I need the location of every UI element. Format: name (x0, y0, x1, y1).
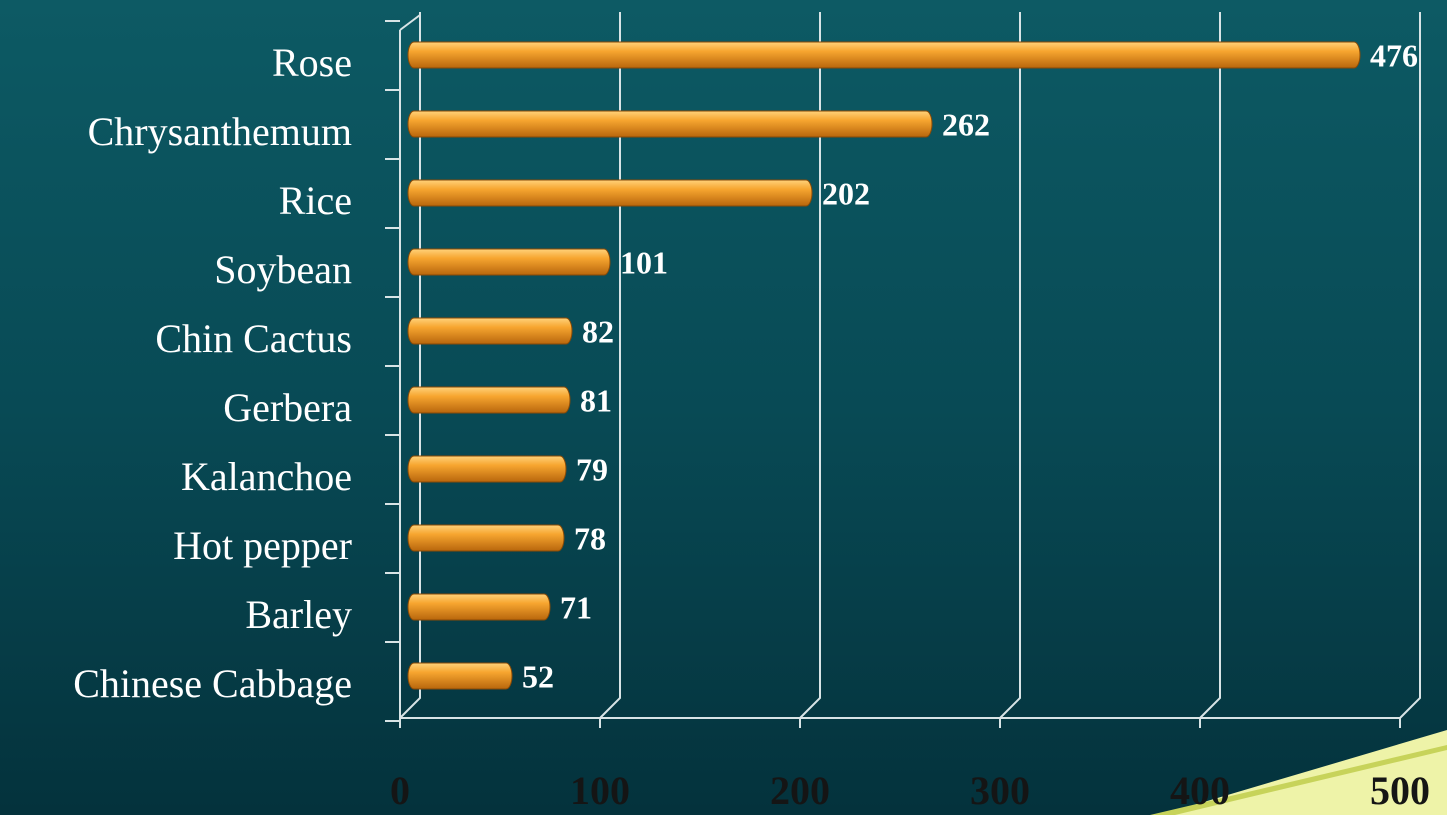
value-label: 71 (560, 589, 592, 625)
grid-line (399, 12, 421, 719)
bar (407, 248, 611, 276)
x-tick-label: 100 (570, 768, 630, 813)
grid-line (599, 12, 621, 719)
y-tick-label: Chinese Cabbage (73, 661, 352, 706)
value-label: 81 (580, 382, 612, 418)
x-tick-label: 500 (1370, 768, 1430, 813)
bar (407, 593, 551, 621)
value-label: 202 (822, 175, 870, 211)
y-tick-label: Barley (245, 592, 352, 637)
y-tick-label: Kalanchoe (181, 454, 352, 499)
y-tick-label: Rice (279, 178, 352, 223)
grid-line (799, 12, 821, 719)
x-tick-label: 0 (390, 768, 410, 813)
corner-decoration (1150, 745, 1447, 815)
value-label: 82 (582, 313, 614, 349)
x-tick-label: 400 (1170, 768, 1230, 813)
value-label: 476 (1370, 37, 1418, 73)
x-tick-label: 200 (770, 768, 830, 813)
bar (407, 455, 567, 483)
grid-line (999, 12, 1021, 719)
grid-line (1199, 12, 1221, 719)
y-tick-label: Chin Cactus (155, 316, 352, 361)
bar (407, 41, 1361, 69)
bar (407, 662, 513, 690)
y-tick-label: Rose (272, 40, 352, 85)
value-label: 52 (522, 658, 554, 694)
value-label: 79 (576, 451, 608, 487)
y-tick-label: Hot pepper (173, 523, 352, 568)
bar (407, 524, 565, 552)
value-label: 262 (942, 106, 990, 142)
value-label: 101 (620, 244, 668, 280)
y-tick-label: Gerbera (223, 385, 352, 430)
axis-line (399, 14, 421, 31)
bar (407, 179, 813, 207)
bar (407, 110, 933, 138)
grid-line (1399, 12, 1421, 719)
x-tick-label: 300 (970, 768, 1030, 813)
corner-decoration (1160, 730, 1447, 815)
value-label: 78 (574, 520, 606, 556)
y-tick-label: Chrysanthemum (88, 109, 352, 154)
bar (407, 386, 571, 414)
y-tick-label: Soybean (214, 247, 352, 292)
bar (407, 317, 573, 345)
